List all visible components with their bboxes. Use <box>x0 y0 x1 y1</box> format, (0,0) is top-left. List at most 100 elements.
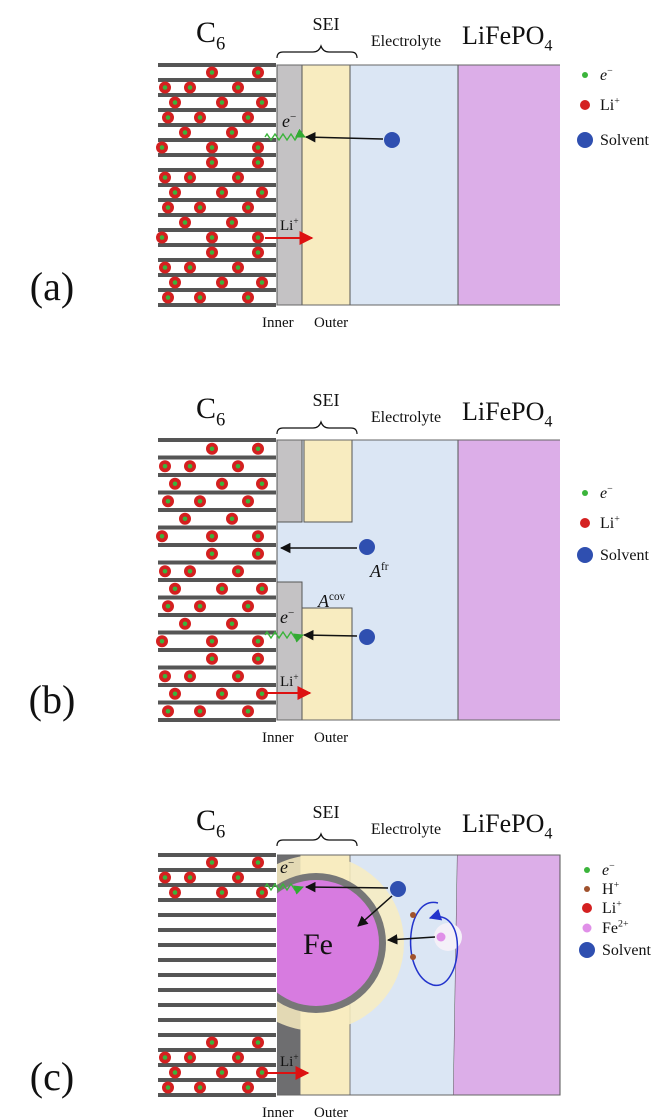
electron-label-base: e <box>282 111 290 131</box>
graphite-layer <box>158 631 276 635</box>
legend-label-base: e <box>600 485 607 502</box>
legend-label: H+ <box>602 880 620 898</box>
panel-label: (a) <box>30 264 74 309</box>
electron <box>163 265 168 270</box>
graphite-layer <box>158 1093 276 1097</box>
graphite-layer <box>158 1078 276 1082</box>
electrolyte-label: Electrolyte <box>371 409 441 426</box>
electron <box>236 175 241 180</box>
electron <box>246 604 251 609</box>
sei-label: SEI <box>313 802 340 822</box>
electron <box>166 1085 171 1090</box>
legend-label-base: Solvent <box>600 547 649 564</box>
outer-sei <box>302 608 352 720</box>
electron <box>256 639 261 644</box>
anode-label-base: C <box>196 16 216 49</box>
electron <box>260 100 265 105</box>
cathode <box>458 65 560 305</box>
anode-label: C6 <box>196 16 225 55</box>
cathode-label-sub: 4 <box>544 38 552 55</box>
inner-label: Inner <box>262 315 294 331</box>
electron <box>210 551 215 556</box>
electron <box>198 709 203 714</box>
electron <box>183 621 188 626</box>
electron <box>210 160 215 165</box>
electron <box>236 464 241 469</box>
graphite-layer <box>158 973 276 977</box>
graphite-layer <box>158 508 276 512</box>
electron <box>230 621 235 626</box>
electron <box>188 674 193 679</box>
sei-label: SEI <box>313 390 340 410</box>
anode-label-base: C <box>196 392 216 425</box>
graphite-layer <box>158 93 276 97</box>
electron <box>210 656 215 661</box>
li-label-sup: + <box>293 217 298 227</box>
h-ion <box>410 912 416 918</box>
electron <box>160 235 165 240</box>
electron <box>188 265 193 270</box>
legend-label-base: e <box>600 67 607 84</box>
graphite-layer <box>158 1003 276 1007</box>
legend-label-base: Li <box>602 900 617 917</box>
legend-label: e− <box>602 861 615 879</box>
sei-brace <box>277 422 357 434</box>
electron <box>163 674 168 679</box>
graphite-layer <box>158 883 276 887</box>
graphite-layer <box>158 543 276 547</box>
sei-label: SEI <box>313 14 340 34</box>
cathode-label-base: LiFePO <box>462 809 544 838</box>
electron <box>246 205 251 210</box>
legend-label-base: Solvent <box>600 132 649 149</box>
electron <box>256 534 261 539</box>
graphite-layer <box>158 168 276 172</box>
legend-label-sup: − <box>607 66 613 77</box>
solvent <box>390 881 406 897</box>
legend-label-sup: 2+ <box>618 919 629 930</box>
electron <box>210 860 215 865</box>
graphite-layer <box>158 1018 276 1022</box>
outer-label: Outer <box>314 730 348 746</box>
legend-marker <box>582 903 592 913</box>
electron <box>246 1085 251 1090</box>
electron <box>198 499 203 504</box>
electron <box>236 1055 241 1060</box>
cathode <box>458 440 560 720</box>
legend-label: Li+ <box>602 899 622 917</box>
electron <box>210 145 215 150</box>
electron <box>173 280 178 285</box>
cathode-label-base: LiFePO <box>462 397 544 426</box>
li-label-sup: + <box>293 1053 298 1063</box>
outer-label: Outer <box>314 1105 348 1119</box>
graphite-layer <box>158 526 276 530</box>
electron <box>220 481 225 486</box>
electron <box>188 1055 193 1060</box>
graphite-layer <box>158 273 276 277</box>
arrow <box>304 635 357 636</box>
graphite-layer <box>158 303 276 307</box>
area-label-sup: cov <box>329 591 346 603</box>
graphite-layer <box>158 288 276 292</box>
anode-label-sub: 6 <box>216 34 225 55</box>
graphite-layer <box>158 596 276 600</box>
electron <box>173 691 178 696</box>
solvent <box>359 539 375 555</box>
electron <box>166 709 171 714</box>
inner-sei <box>277 65 302 305</box>
li-label-base: Li <box>280 1054 293 1070</box>
graphite-layer <box>158 473 276 477</box>
graphite-layer <box>158 648 276 652</box>
graphite-layer <box>158 613 276 617</box>
electron-label-base: e <box>280 607 288 627</box>
legend-label-base: Li <box>600 97 615 114</box>
legend-marker <box>580 100 590 110</box>
graphite-layer <box>158 561 276 565</box>
graphite-layer <box>158 943 276 947</box>
electron <box>160 534 165 539</box>
electron <box>173 190 178 195</box>
cathode-label: LiFePO4 <box>462 809 552 843</box>
legend-label-sup: − <box>607 484 613 495</box>
legend-label-base: H <box>602 881 614 898</box>
electron <box>166 499 171 504</box>
inner-sei <box>277 440 302 522</box>
